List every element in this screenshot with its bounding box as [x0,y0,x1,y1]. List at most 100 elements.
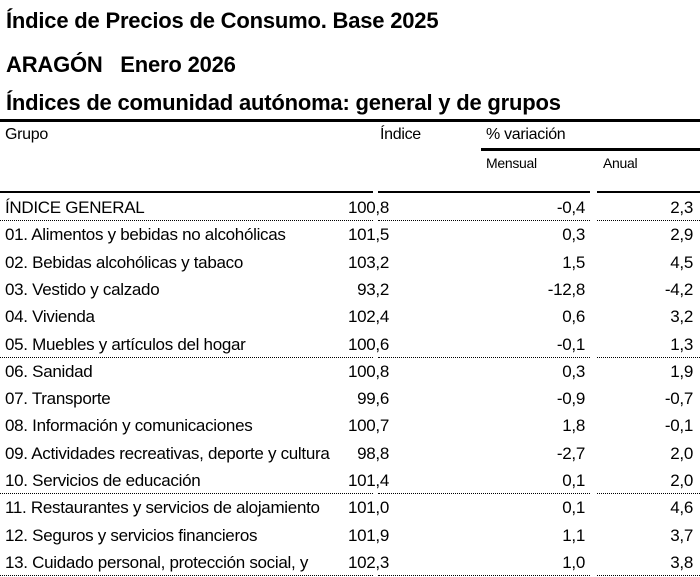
header-rule [378,191,490,193]
table-row: 12. Seguros y servicios financieros 101,… [0,523,700,550]
index-value: 100,7 [347,416,389,436]
annual-value: 2,9 [670,225,693,245]
index-value: 101,9 [347,525,389,545]
table-row: 03. Vestido y calzado 93,2 -12,8 -4,2 [0,277,700,304]
table-row: 10. Servicios de educación 101,4 0,1 2,0 [0,468,700,495]
row-separator [597,574,700,576]
row-separator [0,220,373,221]
index-value: 98,8 [357,443,389,463]
group-name: 02. Bebidas alcohólicas y tabaco [5,252,244,272]
row-separator [481,220,590,221]
monthly-value: 1,5 [562,252,585,272]
group-name: 04. Vivienda [5,307,95,327]
table-row: 11. Restaurantes y servicios de alojamie… [0,495,700,522]
annual-value: 2,0 [670,443,693,463]
monthly-value: -12,8 [547,279,585,299]
group-name: 05. Muebles y artículos del hogar [5,334,246,354]
header-monthly: Mensual [486,155,537,171]
monthly-value: 0,6 [562,307,585,327]
group-name: 11. Restaurantes y servicios de alojamie… [5,498,320,518]
table-top-rule [0,119,700,122]
index-value: 101,4 [347,471,389,490]
monthly-value: 0,1 [562,471,585,490]
index-value: 102,4 [347,307,389,327]
monthly-value: 0,1 [562,498,585,518]
annual-value: 4,5 [670,252,693,272]
header-annual: Anual [603,155,638,171]
monthly-value: -0,9 [556,389,585,409]
table-row: 13. Cuidado personal, protección social,… [0,550,700,577]
index-value: 101,5 [347,225,389,245]
header-rule [481,191,590,193]
row-separator [378,493,490,494]
index-value: 101,0 [347,498,389,518]
annual-value: -4,2 [664,279,693,299]
annual-value: 1,9 [670,361,693,381]
monthly-value: -0,1 [556,334,585,354]
monthly-value: 0,3 [562,361,585,381]
row-separator [0,356,373,358]
row-separator [378,574,490,576]
table-row: 07. Transporte 99,6 -0,9 -0,7 [0,386,700,413]
row-separator [597,493,700,494]
index-value: 100,6 [347,334,389,354]
group-name: 12. Seguros y servicios financieros [5,525,258,545]
table-row: 09. Actividades recreativas, deporte y c… [0,441,700,468]
annual-value: 2,3 [670,198,693,217]
group-name: 09. Actividades recreativas, deporte y c… [5,443,330,463]
annual-value: 3,7 [670,525,693,545]
group-name: 10. Servicios de educación [5,471,201,490]
group-name: 01. Alimentos y bebidas no alcohólicas [5,225,286,245]
header-variation: % variación [486,126,566,143]
row-separator [378,356,490,358]
group-name: 06. Sanidad [5,361,93,381]
monthly-value: -2,7 [556,443,585,463]
monthly-value: 1,1 [562,525,585,545]
row-separator [481,493,590,494]
table-row: 05. Muebles y artículos del hogar 100,6 … [0,332,700,359]
table-row: 06. Sanidad 100,8 0,3 1,9 [0,359,700,386]
monthly-value: 1,0 [562,552,585,572]
table-row: ÍNDICE GENERAL 100,8 -0,4 2,3 [0,195,700,222]
header-index: Índice [380,126,421,143]
index-value: 102,3 [347,552,389,572]
index-value: 100,8 [347,361,389,381]
row-separator [481,356,590,358]
table-row: 04. Vivienda 102,4 0,6 3,2 [0,304,700,331]
index-value: 93,2 [357,279,389,299]
region-period: ARAGÓN Enero 2026 [6,52,236,77]
group-name: ÍNDICE GENERAL [5,198,145,217]
table-row: 08. Información y comunicaciones 100,7 1… [0,413,700,440]
group-name: 07. Transporte [5,389,111,409]
row-separator [597,356,700,358]
row-separator [0,574,373,576]
index-value: 99,6 [357,389,389,409]
variation-rule [481,148,700,151]
monthly-value: 1,8 [562,416,585,436]
annual-value: 2,0 [670,471,693,490]
monthly-value: -0,4 [556,198,585,217]
row-separator [378,220,490,221]
monthly-value: 0,3 [562,225,585,245]
header-rule [597,191,700,193]
page-title: Índice de Precios de Consumo. Base 2025 [6,8,439,33]
annual-value: -0,7 [664,389,693,409]
table-row: 01. Alimentos y bebidas no alcohólicas 1… [0,222,700,249]
table-title: Índices de comunidad autónoma: general y… [6,90,561,115]
header-group: Grupo [5,126,48,143]
annual-value: 3,8 [670,552,693,572]
index-value: 103,2 [347,252,389,272]
row-separator [597,220,700,221]
annual-value: 4,6 [670,498,693,518]
table-row: 02. Bebidas alcohólicas y tabaco 103,2 1… [0,250,700,277]
annual-value: 3,2 [670,307,693,327]
group-name: 03. Vestido y calzado [5,279,160,299]
header-rule [0,191,373,193]
annual-value: -0,1 [664,416,693,436]
row-separator [0,493,373,494]
annual-value: 1,3 [670,334,693,354]
index-value: 100,8 [347,198,389,217]
row-separator [481,574,590,576]
group-name: 08. Información y comunicaciones [5,416,253,436]
group-name: 13. Cuidado personal, protección social,… [5,552,309,572]
